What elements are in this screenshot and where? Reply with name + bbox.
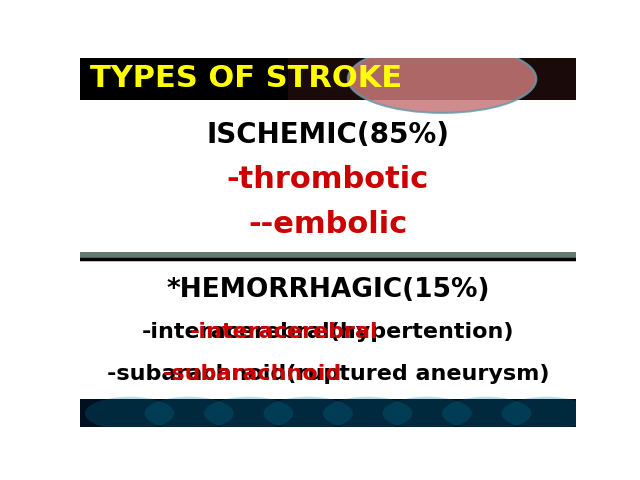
Text: -interacerebral: -interacerebral	[190, 322, 378, 342]
Ellipse shape	[204, 396, 293, 430]
Text: -thrombotic: -thrombotic	[227, 165, 429, 194]
Ellipse shape	[145, 396, 234, 430]
FancyBboxPatch shape	[288, 58, 576, 100]
Text: -interacerebral(hypertention): -interacerebral(hypertention)	[141, 322, 515, 342]
Text: TYPES OF STROKE: TYPES OF STROKE	[90, 64, 402, 93]
Text: --embolic: --embolic	[248, 210, 408, 239]
Ellipse shape	[442, 396, 531, 430]
Bar	[80, 58, 576, 100]
Ellipse shape	[502, 396, 591, 430]
Ellipse shape	[383, 396, 472, 430]
Text: -subarachnoid(ruptured aneurysm): -subarachnoid(ruptured aneurysm)	[107, 364, 549, 384]
Bar	[80, 399, 576, 427]
Ellipse shape	[264, 396, 353, 430]
Ellipse shape	[348, 45, 536, 113]
Text: *HEMORRHAGIC(15%): *HEMORRHAGIC(15%)	[166, 277, 490, 303]
Text: -subarachnoid: -subarachnoid	[163, 364, 342, 384]
Bar	[80, 252, 576, 259]
Ellipse shape	[323, 396, 412, 430]
Text: ISCHEMIC(85%): ISCHEMIC(85%)	[207, 121, 449, 149]
Ellipse shape	[85, 396, 174, 430]
